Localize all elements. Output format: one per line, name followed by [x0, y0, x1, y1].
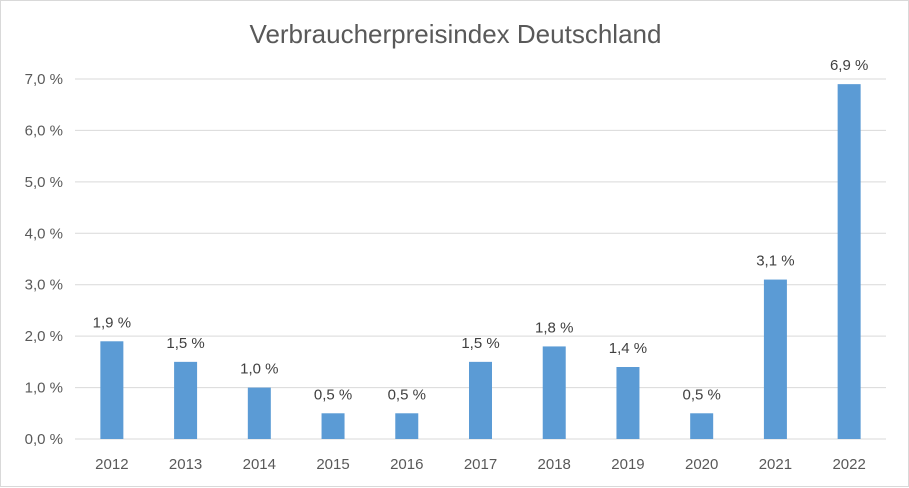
data-label-2014: 1,0 % [240, 361, 278, 378]
data-label-2018: 1,8 % [535, 319, 573, 336]
bar-2015 [321, 413, 345, 439]
x-tick-label-2020: 2020 [685, 456, 718, 473]
y-tick-label-0: 0,0 % [25, 431, 63, 448]
bar-2021 [763, 279, 787, 439]
bar-2017 [469, 361, 492, 439]
x-tick-label-2015: 2015 [316, 456, 349, 473]
y-tick-label-6: 6,0 % [25, 122, 63, 139]
bar-2013 [174, 361, 198, 439]
x-tick-label-2014: 2014 [243, 456, 276, 473]
x-tick-label-2013: 2013 [169, 456, 202, 473]
data-label-2020: 0,5 % [683, 386, 721, 403]
bar-2016 [395, 413, 419, 439]
x-tick-label-2019: 2019 [611, 456, 644, 473]
bar-2019 [616, 367, 640, 439]
data-label-2021: 3,1 % [756, 253, 794, 270]
data-label-2012: 1,9 % [93, 314, 131, 331]
y-tick-label-4: 4,0 % [25, 225, 63, 242]
data-label-2017: 1,5 % [461, 335, 499, 352]
x-tick-label-2017: 2017 [464, 456, 497, 473]
bar-2018 [542, 346, 566, 439]
chart-title: Verbraucherpreisindex Deutschland [249, 19, 662, 49]
x-tick-label-2021: 2021 [759, 456, 792, 473]
bar-2014 [247, 387, 271, 439]
x-tick-label-2016: 2016 [390, 456, 423, 473]
bar-2020 [690, 413, 714, 439]
y-tick-label-3: 3,0 % [25, 277, 63, 294]
y-tick-label-5: 5,0 % [25, 174, 63, 191]
data-label-2016: 0,5 % [388, 386, 426, 403]
x-tick-label-2022: 2022 [832, 456, 865, 473]
data-label-2019: 1,4 % [609, 340, 647, 357]
x-tick-label-2018: 2018 [538, 456, 571, 473]
y-tick-label-1: 1,0 % [25, 380, 63, 397]
bar-2012 [100, 341, 124, 439]
data-label-2015: 0,5 % [314, 386, 352, 403]
data-label-2022: 6,9 % [830, 57, 868, 74]
x-tick-label-2012: 2012 [95, 456, 128, 473]
y-tick-label-2: 2,0 % [25, 328, 63, 345]
data-label-2013: 1,5 % [166, 335, 204, 352]
bar-2022 [837, 84, 861, 440]
y-tick-label-7: 7,0 % [25, 71, 63, 88]
